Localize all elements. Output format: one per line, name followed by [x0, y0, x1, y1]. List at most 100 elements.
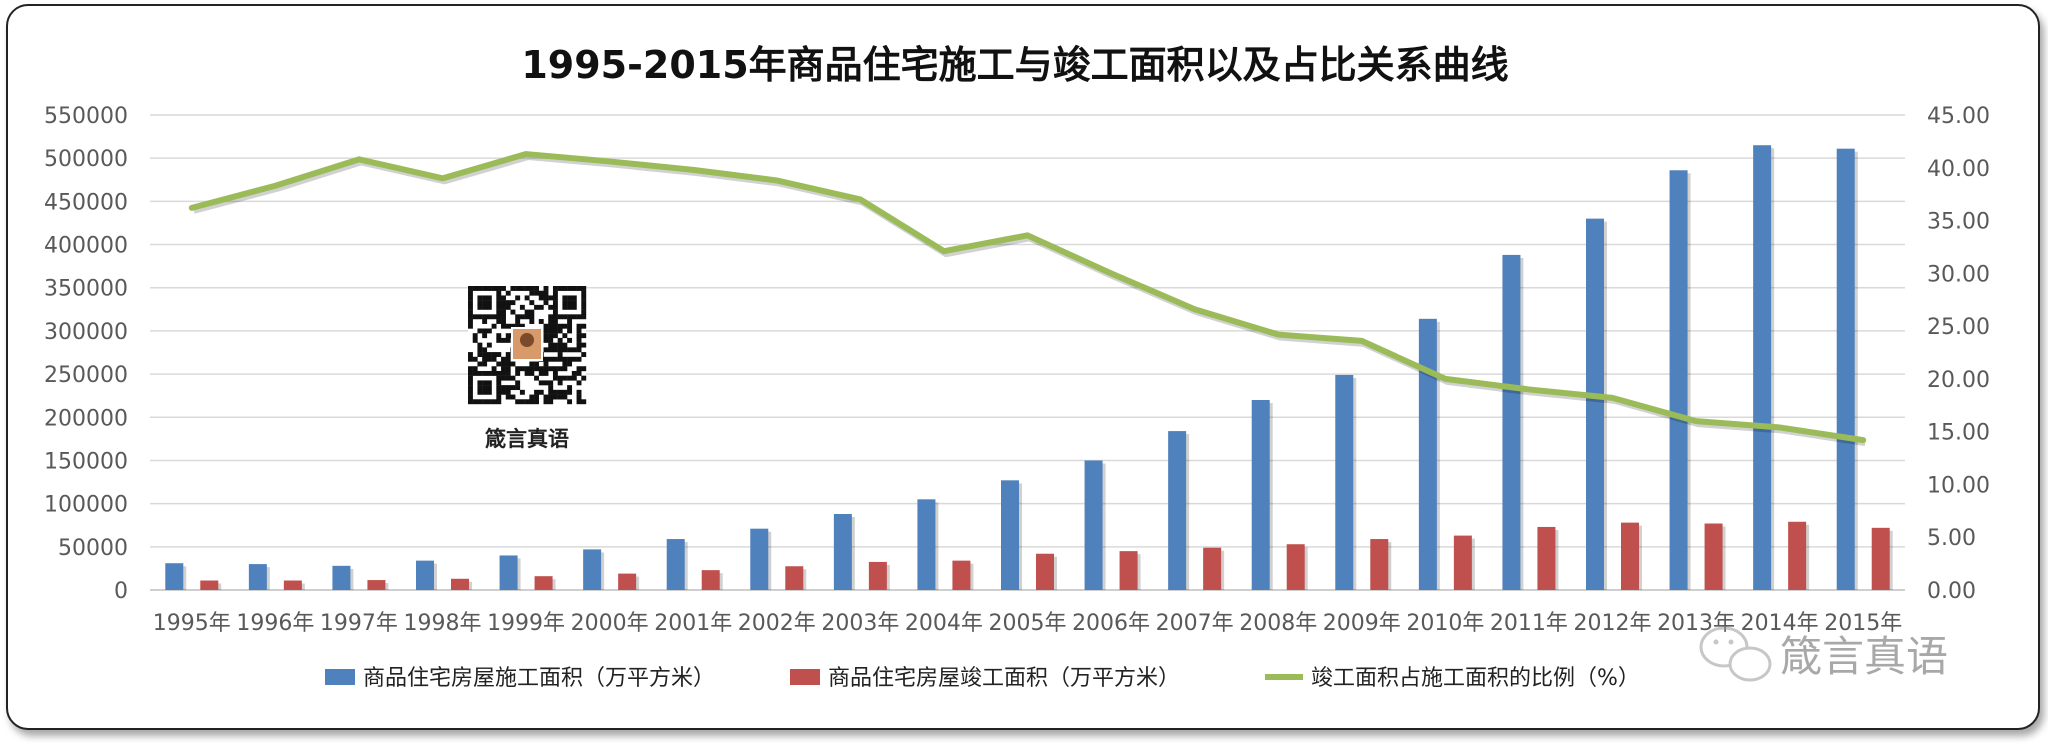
bar: [952, 560, 971, 590]
line-point: [692, 169, 694, 171]
bar: [416, 560, 434, 590]
x-tick-label: 2011年: [1490, 611, 1568, 636]
bar: [750, 528, 769, 590]
line-point: [1862, 439, 1864, 441]
x-tick-label: 2005年: [989, 611, 1067, 636]
bar: [248, 564, 267, 590]
bar: [1621, 522, 1639, 590]
line-point: [191, 207, 193, 209]
qr-code-icon: [468, 282, 587, 408]
legend-swatch: [325, 669, 355, 685]
y-left-tick-label: 100000: [44, 493, 128, 518]
chart-frame: [6, 4, 2040, 730]
bar: [1335, 374, 1354, 590]
x-tick-label: 2006年: [1072, 611, 1150, 636]
y-left-tick-label: 400000: [44, 234, 128, 259]
bar: [1084, 460, 1103, 590]
line-point: [1695, 420, 1697, 422]
line-point: [1612, 397, 1613, 399]
bar: [1871, 527, 1890, 590]
y-left-tick-label: 450000: [44, 190, 128, 215]
x-tick-label: 2012年: [1574, 611, 1652, 636]
y-left-tick-label: 550000: [44, 104, 128, 129]
bar: [833, 514, 852, 590]
bar: [1586, 218, 1604, 591]
y-right-tick-label: 40.00: [1927, 157, 1990, 182]
y-left-tick-label: 150000: [44, 449, 128, 474]
x-tick-label: 1996年: [236, 611, 314, 636]
legend-label: 竣工面积占施工面积的比例（%）: [1311, 666, 1640, 691]
y-left-tick-label: 0: [114, 579, 128, 604]
line-point: [1361, 340, 1363, 342]
watermark-text: 箴言真语: [1780, 632, 1948, 681]
line-point: [1779, 426, 1781, 428]
bar: [1753, 145, 1772, 590]
bar: [1001, 480, 1019, 590]
bar: [1788, 521, 1807, 590]
line-point: [1110, 272, 1112, 274]
x-tick-label: 2008年: [1239, 611, 1317, 636]
bar: [200, 580, 219, 590]
bar: [1203, 547, 1222, 590]
bar: [499, 555, 518, 590]
x-tick-label: 2015年: [1824, 611, 1902, 636]
line-point: [1277, 334, 1279, 336]
bar: [1836, 148, 1855, 590]
x-tick-label: 2007年: [1156, 611, 1234, 636]
x-tick-label: 2001年: [654, 611, 732, 636]
bar: [618, 573, 637, 590]
x-tick-label: 1997年: [320, 611, 398, 636]
bar: [283, 580, 302, 590]
bar: [1453, 535, 1472, 590]
wechat-watermark-icon: [1699, 626, 1772, 682]
y-left-tick-label: 50000: [58, 536, 128, 561]
legend-label: 商品住宅房屋施工面积（万平方米）: [363, 666, 715, 691]
line-point: [442, 177, 443, 179]
bar: [367, 580, 386, 590]
bar: [701, 570, 720, 590]
y-right-tick-label: 15.00: [1927, 421, 1990, 446]
y-right-tick-label: 5.00: [1927, 526, 1976, 551]
bar: [1251, 400, 1270, 590]
chart-title: 1995-2015年商品住宅施工与竣工面积以及占比关系曲线: [521, 43, 1508, 87]
bar: [868, 561, 887, 590]
bar: [451, 578, 469, 590]
y-left-tick-label: 300000: [44, 320, 128, 345]
bar: [1370, 539, 1389, 590]
x-tick-label: 2013年: [1657, 611, 1735, 636]
x-tick-label: 2009年: [1323, 611, 1401, 636]
ratio-line: [188, 151, 1867, 444]
line-point: [525, 153, 527, 155]
x-tick-label: 2002年: [738, 611, 816, 636]
bar: [534, 576, 553, 590]
bar: [165, 563, 184, 590]
line-point: [776, 179, 778, 181]
x-tick-label: 2004年: [905, 611, 983, 636]
legend-label: 商品住宅房屋竣工面积（万平方米）: [828, 666, 1180, 691]
bar: [332, 565, 351, 590]
bar: [917, 499, 936, 590]
bar: [1502, 254, 1521, 590]
x-tick-label: 1998年: [404, 611, 482, 636]
y-right-tick-label: 20.00: [1927, 368, 1990, 393]
line-point: [859, 198, 861, 200]
bar: [1036, 553, 1054, 590]
line-point: [274, 185, 276, 187]
x-tick-label: 1995年: [153, 611, 231, 636]
y-right-tick-label: 45.00: [1927, 104, 1990, 129]
line-point: [943, 250, 945, 252]
x-tick-label: 2010年: [1406, 611, 1484, 636]
qr-label: 箴言真语: [485, 427, 569, 451]
y-left-tick-label: 500000: [44, 147, 128, 172]
line-point: [358, 158, 360, 160]
x-tick-label: 2003年: [821, 611, 899, 636]
y-right-tick-label: 0.00: [1927, 579, 1976, 604]
bar: [1168, 431, 1187, 590]
y-left-tick-label: 200000: [44, 406, 128, 431]
bar: [1537, 526, 1556, 590]
bar: [1669, 170, 1688, 591]
line-point: [1194, 308, 1196, 310]
x-tick-label: 2014年: [1741, 611, 1819, 636]
chart-legend: 商品住宅房屋施工面积（万平方米） 商品住宅房屋竣工面积（万平方米） 竣工面积占施工面…: [325, 666, 1640, 691]
